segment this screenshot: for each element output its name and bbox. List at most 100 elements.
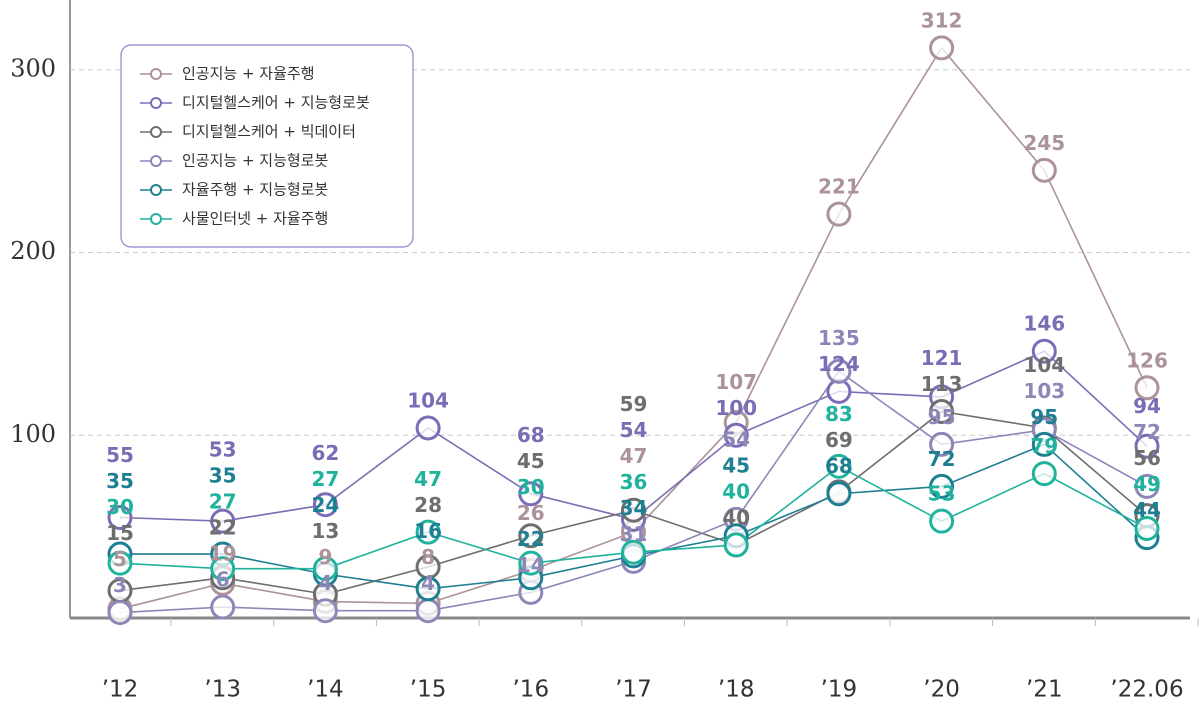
marker [929,399,955,425]
legend-label: 인공지능 + 지능형로봇 [182,152,328,170]
data-label: 113 [921,372,963,396]
data-label: 45 [722,453,750,477]
marker [723,422,749,448]
marker [929,431,955,457]
marker [312,492,338,518]
data-label: 49 [1133,472,1161,496]
data-label: 72 [928,447,956,471]
data-label: 104 [407,388,449,412]
legend-marker [150,97,162,109]
x-tick-label: ’13 [204,677,241,703]
data-label: 8 [421,545,435,569]
y-tick-label: 300 [10,54,56,82]
data-label: 126 [1126,348,1168,372]
data-label: 95 [1030,405,1058,429]
data-label: 13 [311,519,339,543]
marker [210,556,236,582]
marker [415,415,441,441]
data-label: 83 [825,402,853,426]
data-label: 124 [818,352,860,376]
marker [312,556,338,582]
marker [210,508,236,534]
legend-marker [150,213,162,225]
marker [107,550,133,576]
data-label: 4 [421,571,435,595]
marker [621,497,646,523]
marker [107,600,133,626]
marker [723,532,749,558]
marker [312,598,338,624]
x-tick-label: ’15 [410,677,447,703]
marker [1031,461,1057,487]
marker [415,576,441,602]
data-label: 36 [620,470,648,494]
data-label: 121 [921,346,963,370]
data-label: 100 [715,396,757,420]
data-label: 68 [517,423,545,447]
data-label: 146 [1023,312,1065,336]
marker [1031,431,1057,457]
x-tick-label: ’18 [718,677,755,703]
marker [826,201,852,227]
data-label: 135 [818,326,860,350]
x-tick-label: ’22.06 [1110,677,1183,703]
marker [1134,473,1160,499]
data-label: 56 [1133,446,1161,470]
legend-label: 디지털헬스케어 + 지능형로봇 [182,94,370,112]
marker [929,508,955,534]
data-label: 35 [209,464,237,488]
data-label: 53 [209,438,237,462]
data-label: 26 [517,501,545,525]
marker [826,358,852,384]
marker [210,594,236,620]
marker [107,505,133,530]
data-label: 19 [209,542,237,566]
marker [826,481,852,507]
data-label: 27 [311,467,339,491]
data-label: 34 [620,496,648,520]
legend-marker [150,68,162,80]
data-label: 68 [825,454,853,478]
marker [1031,157,1057,183]
x-tick-label: ’14 [307,677,344,703]
legend-box [120,44,414,248]
marker [621,539,646,565]
data-label: 40 [722,505,750,529]
data-label: 15 [106,521,134,545]
data-label: 94 [1133,394,1161,418]
data-label: 69 [825,428,853,452]
data-label: 54 [722,427,750,451]
data-label: 35 [106,469,134,493]
x-tick-label: ’19 [821,677,858,703]
marker [518,523,544,549]
data-label: 3 [113,573,127,597]
data-label: 4 [318,571,332,595]
legend-label: 디지털헬스케어 + 빅데이터 [182,123,356,141]
data-label: 47 [620,444,648,468]
data-label: 5 [113,547,127,571]
data-label: 79 [1030,434,1058,458]
marker [518,481,544,507]
data-label: 31 [620,522,648,546]
marker [518,550,544,576]
marker [1031,338,1057,364]
marker [1134,433,1160,459]
data-label: 22 [517,527,545,551]
data-label: 44 [1133,498,1161,522]
y-tick-label: 200 [10,237,56,265]
marker [1134,375,1160,401]
data-label: 14 [517,553,545,577]
data-label: 107 [715,370,757,394]
marker [1134,515,1160,541]
data-label: 62 [311,441,339,465]
data-label: 30 [517,475,545,499]
marker [415,598,441,624]
data-label: 28 [414,493,442,517]
legend-marker [150,126,162,138]
data-label: 72 [1133,420,1161,444]
legend-label: 자율주행 + 지능형로봇 [182,181,328,199]
legend-label: 인공지능 + 자율주행 [182,65,315,83]
data-label: 59 [620,392,648,416]
data-label: 103 [1023,379,1065,403]
